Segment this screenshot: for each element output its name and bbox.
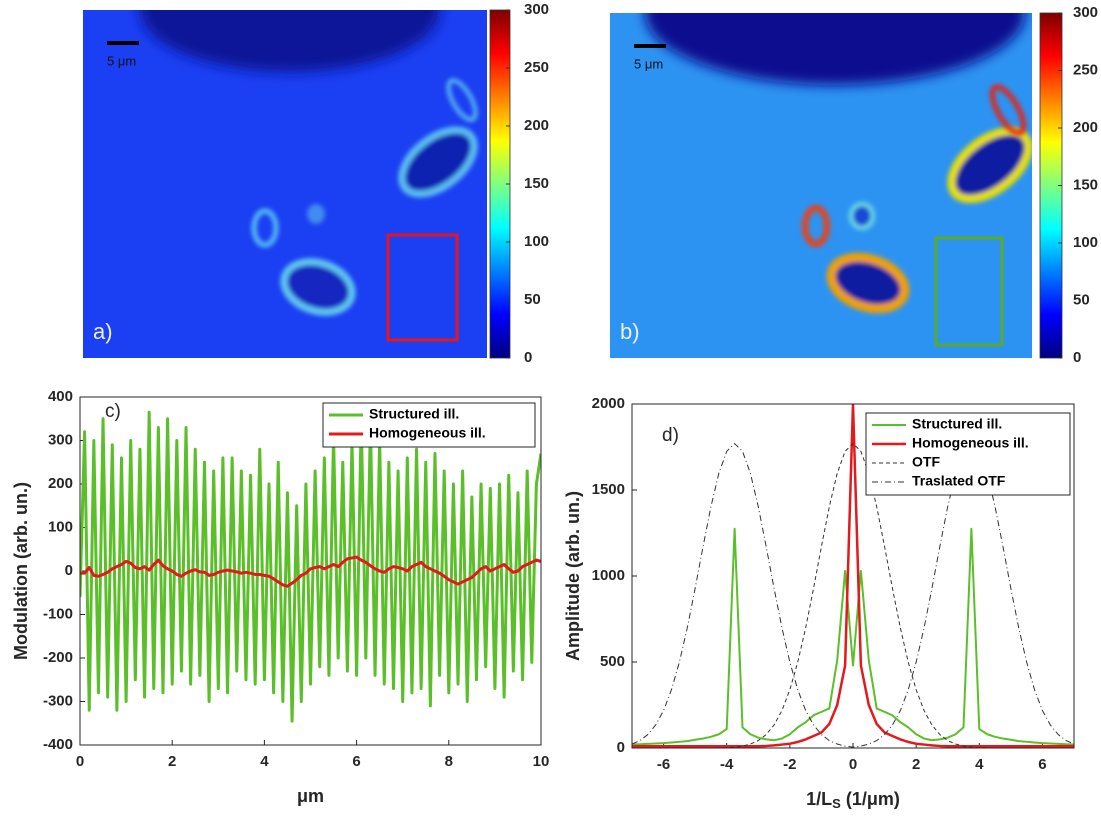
x-axis-label-part: S bbox=[832, 796, 841, 811]
x-tick-label: 6 bbox=[1038, 756, 1046, 773]
colorbar-tick-label: 150 bbox=[524, 175, 549, 192]
colorbar bbox=[490, 10, 510, 358]
axes-frame bbox=[79, 396, 542, 746]
line-series bbox=[80, 555, 541, 588]
image-b bbox=[610, 13, 1032, 358]
legend-box bbox=[322, 402, 536, 448]
line-series bbox=[80, 410, 541, 723]
colorbar bbox=[1040, 13, 1062, 358]
y-tick-label: 0 bbox=[65, 562, 73, 579]
line-series bbox=[632, 443, 1074, 748]
y-axis-label: Amplitude (arb. un.) bbox=[563, 491, 583, 661]
x-tick-label: 4 bbox=[975, 756, 984, 773]
series-group bbox=[80, 410, 541, 723]
y-tick-label: 300 bbox=[48, 431, 73, 448]
y-tick-label: 0 bbox=[617, 739, 625, 756]
panel-label: d) bbox=[662, 425, 679, 446]
series-group bbox=[632, 404, 1074, 748]
x-tick-label: 6 bbox=[352, 753, 360, 770]
axes-frame bbox=[631, 403, 1075, 749]
x-tick-label: -4 bbox=[720, 756, 734, 773]
colorbar-tick-label: 50 bbox=[524, 291, 541, 308]
y-tick-label: 400 bbox=[48, 388, 73, 405]
y-tick-label: 1500 bbox=[592, 481, 625, 498]
image-a bbox=[83, 10, 487, 358]
colorbar-tick-label: 200 bbox=[1073, 119, 1098, 136]
legend-label: Homogeneous ill. bbox=[912, 435, 1029, 451]
x-tick-label: 10 bbox=[533, 753, 550, 770]
line-series bbox=[632, 404, 1074, 748]
legend-label: OTF bbox=[912, 454, 940, 470]
x-tick-label: 0 bbox=[76, 753, 84, 770]
legend-label: Structured ill. bbox=[369, 406, 459, 422]
x-axis-label: μm bbox=[297, 786, 324, 806]
colorbar-tick-label: 0 bbox=[1073, 349, 1081, 366]
scale-bar-label: 5 μm bbox=[107, 53, 136, 68]
colorbar-tick-label: 250 bbox=[524, 59, 549, 76]
panel-label: b) bbox=[620, 319, 640, 344]
panel-label: c) bbox=[105, 401, 121, 422]
y-tick-label: -100 bbox=[43, 605, 73, 622]
y-tick-label: 500 bbox=[600, 653, 625, 670]
y-tick-label: 2000 bbox=[592, 395, 625, 412]
x-tick-label: 2 bbox=[168, 753, 176, 770]
y-tick-label: 200 bbox=[48, 475, 73, 492]
colorbar-tick-label: 300 bbox=[524, 1, 549, 18]
line-series bbox=[632, 527, 1074, 746]
x-tick-label: 0 bbox=[849, 756, 857, 773]
legend-label: Homogeneous ill. bbox=[369, 425, 486, 441]
legend-label: Structured ill. bbox=[912, 416, 1002, 432]
colorbar-tick-label: 100 bbox=[524, 233, 549, 250]
colorbar-tick-label: 0 bbox=[524, 349, 532, 366]
x-axis-label-part: 1/L bbox=[806, 789, 832, 809]
x-tick-label: 2 bbox=[912, 756, 920, 773]
legend-box bbox=[865, 412, 1071, 496]
line-series bbox=[632, 443, 1074, 748]
scale-bar-label: 5 μm bbox=[634, 56, 663, 71]
colorbar-tick-label: 200 bbox=[524, 117, 549, 134]
colorbar-tick-label: 100 bbox=[1073, 234, 1098, 251]
x-tick-label: -6 bbox=[657, 756, 670, 773]
y-tick-label: -400 bbox=[43, 736, 73, 753]
y-tick-label: 1000 bbox=[592, 567, 625, 584]
y-tick-label: -200 bbox=[43, 649, 73, 666]
colorbar-tick-label: 300 bbox=[1073, 4, 1098, 21]
colorbar-tick-label: 250 bbox=[1073, 61, 1098, 78]
legend-label: Traslated OTF bbox=[912, 473, 1006, 489]
x-tick-label: 8 bbox=[445, 753, 453, 770]
x-axis-label-part: (1/μm) bbox=[841, 789, 900, 809]
x-axis-label: 1/LS (1/μm) bbox=[806, 789, 900, 812]
y-tick-label: -300 bbox=[43, 692, 73, 709]
colorbar-tick-label: 50 bbox=[1073, 291, 1090, 308]
panel-label: a) bbox=[93, 319, 113, 344]
y-axis-label: Modulation (arb. un.) bbox=[11, 482, 31, 660]
y-tick-label: 100 bbox=[48, 518, 73, 535]
x-tick-label: -2 bbox=[783, 756, 796, 773]
x-tick-label: 4 bbox=[260, 753, 269, 770]
colorbar-tick-label: 150 bbox=[1073, 176, 1098, 193]
